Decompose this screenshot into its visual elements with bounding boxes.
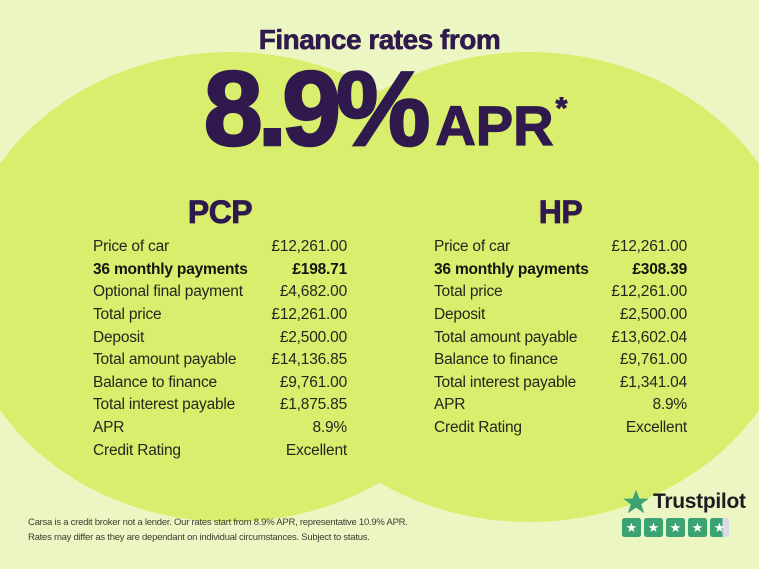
row-value: Excellent xyxy=(285,441,347,459)
table-row: Total price £12,261.00 xyxy=(93,304,347,327)
star-icon: ★ xyxy=(625,520,638,535)
rating-star-box: ★ xyxy=(666,518,685,537)
disclaimer: Carsa is a credit broker not a lender. O… xyxy=(28,516,408,545)
row-value: £2,500.00 xyxy=(619,306,687,324)
row-value: Excellent xyxy=(625,419,687,437)
row-value: £1,875.85 xyxy=(279,396,347,414)
table-row: Deposit £2,500.00 xyxy=(434,304,687,327)
table-row: Total interest payable £1,341.04 xyxy=(434,372,687,395)
row-label: Total price xyxy=(434,283,503,301)
table-row: Balance to finance £9,761.00 xyxy=(93,372,347,395)
row-value: £4,682.00 xyxy=(279,283,347,301)
row-label: APR xyxy=(93,419,125,437)
row-label: Deposit xyxy=(93,328,145,346)
table-row: Total amount payable £13,602.04 xyxy=(434,326,687,349)
rating-star-box: ★ xyxy=(710,518,729,537)
headline-rate: 8.9% APR * xyxy=(6,50,759,168)
table-row: Optional final payment £4,682.00 xyxy=(93,281,347,304)
row-label: Price of car xyxy=(93,238,169,256)
row-value: £9,761.00 xyxy=(619,351,687,369)
trustpilot-badge: Trustpilot ★ ★ ★ ★ ★ xyxy=(622,488,746,537)
row-label: Total price xyxy=(93,306,162,324)
rate-value: 8.9% xyxy=(202,50,431,168)
table-row: Credit Rating Excellent xyxy=(93,439,347,462)
row-value: £12,261.00 xyxy=(611,238,687,256)
row-label: Total amount payable xyxy=(434,328,578,346)
row-label: Total interest payable xyxy=(93,396,236,414)
star-icon: ★ xyxy=(713,520,726,535)
row-value: £308.39 xyxy=(632,260,687,278)
table-title-pcp: PCP xyxy=(187,194,253,230)
row-label: Optional final payment xyxy=(93,283,243,301)
row-value: £9,761.00 xyxy=(279,373,347,391)
table-title-hp: HP xyxy=(538,194,583,230)
table-row: Deposit £2,500.00 xyxy=(93,326,347,349)
row-label: Credit Rating xyxy=(93,441,181,459)
row-label: Balance to finance xyxy=(93,373,217,391)
table-row: Total price £12,261.00 xyxy=(434,281,687,304)
trustpilot-star-icon xyxy=(622,488,650,516)
rating-star-box: ★ xyxy=(622,518,641,537)
row-value: £13,602.04 xyxy=(611,328,687,346)
rate-unit: APR xyxy=(435,94,554,157)
row-value: £2,500.00 xyxy=(279,328,347,346)
background-blob-right xyxy=(259,52,759,522)
row-value: 8.9% xyxy=(652,396,687,414)
rating-star-box: ★ xyxy=(688,518,707,537)
trustpilot-rating-stars: ★ ★ ★ ★ ★ xyxy=(622,518,746,537)
star-icon: ★ xyxy=(647,520,660,535)
table-row: Credit Rating Excellent xyxy=(434,417,687,440)
disclaimer-line-2: Rates may differ as they are dependant o… xyxy=(28,531,370,543)
row-value: £1,341.04 xyxy=(619,373,687,391)
row-label: Price of car xyxy=(434,238,510,256)
table-row: Price of car £12,261.00 xyxy=(434,236,687,259)
row-value: £12,261.00 xyxy=(271,238,347,256)
row-value: £12,261.00 xyxy=(271,306,347,324)
table-row: Price of car £12,261.00 xyxy=(93,236,347,259)
rate-asterisk: * xyxy=(555,92,568,125)
row-label: Total amount payable xyxy=(93,351,237,369)
table-rows-pcp: Price of car £12,261.00 36 monthly payment… xyxy=(93,236,347,462)
page-title: Finance rates from xyxy=(258,24,501,56)
row-value: £198.71 xyxy=(292,260,347,278)
row-label: 36 monthly payments xyxy=(434,260,589,278)
row-value: 8.9% xyxy=(312,419,347,437)
row-label: Deposit xyxy=(434,306,486,324)
row-value: £14,136.85 xyxy=(271,351,347,369)
row-label: Balance to finance xyxy=(434,351,558,369)
star-icon: ★ xyxy=(669,520,682,535)
row-label: Credit Rating xyxy=(434,419,522,437)
trustpilot-wordmark: Trustpilot xyxy=(653,490,746,513)
disclaimer-line-1: Carsa is a credit broker not a lender. O… xyxy=(28,517,408,528)
table-row: 36 monthly payments £308.39 xyxy=(434,259,687,282)
rating-star-box: ★ xyxy=(644,518,663,537)
row-label: 36 monthly payments xyxy=(93,260,248,278)
row-value: £12,261.00 xyxy=(611,283,687,301)
finance-table-hp: HP Price of car £12,261.00 36 monthly paym… xyxy=(434,196,687,439)
table-row: APR 8.9% xyxy=(434,394,687,417)
table-row: Total amount payable £14,136.85 xyxy=(93,349,347,372)
table-rows-hp: Price of car £12,261.00 36 monthly payment… xyxy=(434,236,687,439)
table-row: Total interest payable £1,875.85 xyxy=(93,394,347,417)
table-row: 36 monthly payments £198.71 xyxy=(93,259,347,282)
row-label: APR xyxy=(434,396,466,414)
star-icon: ★ xyxy=(691,520,704,535)
trustpilot-logo: Trustpilot xyxy=(622,488,746,516)
finance-table-pcp: PCP Price of car £12,261.00 36 monthly pay… xyxy=(93,196,347,462)
table-row: Balance to finance £9,761.00 xyxy=(434,349,687,372)
row-label: Total interest payable xyxy=(434,373,577,391)
table-row: APR 8.9% xyxy=(93,417,347,440)
